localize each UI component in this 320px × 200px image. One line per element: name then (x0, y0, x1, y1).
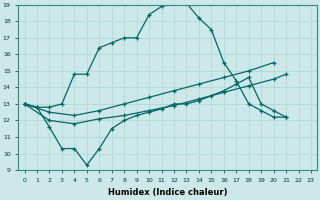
X-axis label: Humidex (Indice chaleur): Humidex (Indice chaleur) (108, 188, 228, 197)
